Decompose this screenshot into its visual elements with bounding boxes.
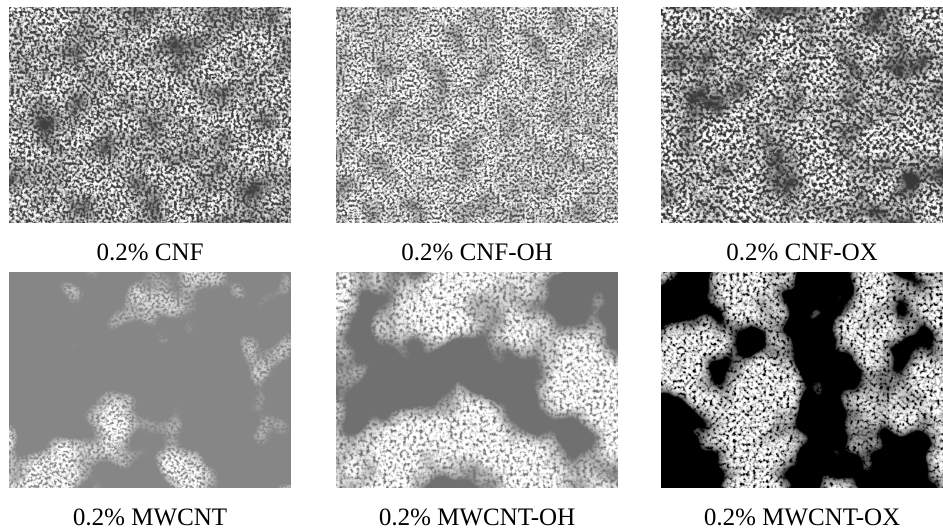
- micrograph: [9, 272, 291, 488]
- micrograph: [336, 7, 618, 223]
- panel-caption: 0.2% MWCNT-OH: [379, 504, 575, 531]
- panel-caption: 0.2% MWCNT: [73, 504, 227, 531]
- micrograph: [336, 272, 618, 488]
- page: 0.2% CNF 0.2% CNF-OH 0.2% CNF-OX 0.2% MWCNT…: [0, 0, 943, 531]
- panel-caption: 0.2% CNF-OX: [726, 239, 877, 266]
- panel-caption: 0.2% MWCNT-OX: [704, 504, 900, 531]
- micrograph: [661, 272, 943, 488]
- micrograph: [661, 7, 943, 223]
- micrograph: [9, 7, 291, 223]
- panel-caption: 0.2% CNF: [97, 239, 204, 266]
- figure: 0.2% CNF 0.2% CNF-OH 0.2% CNF-OX 0.2% MWCNT…: [0, 0, 943, 531]
- panel-caption: 0.2% CNF-OH: [401, 239, 552, 266]
